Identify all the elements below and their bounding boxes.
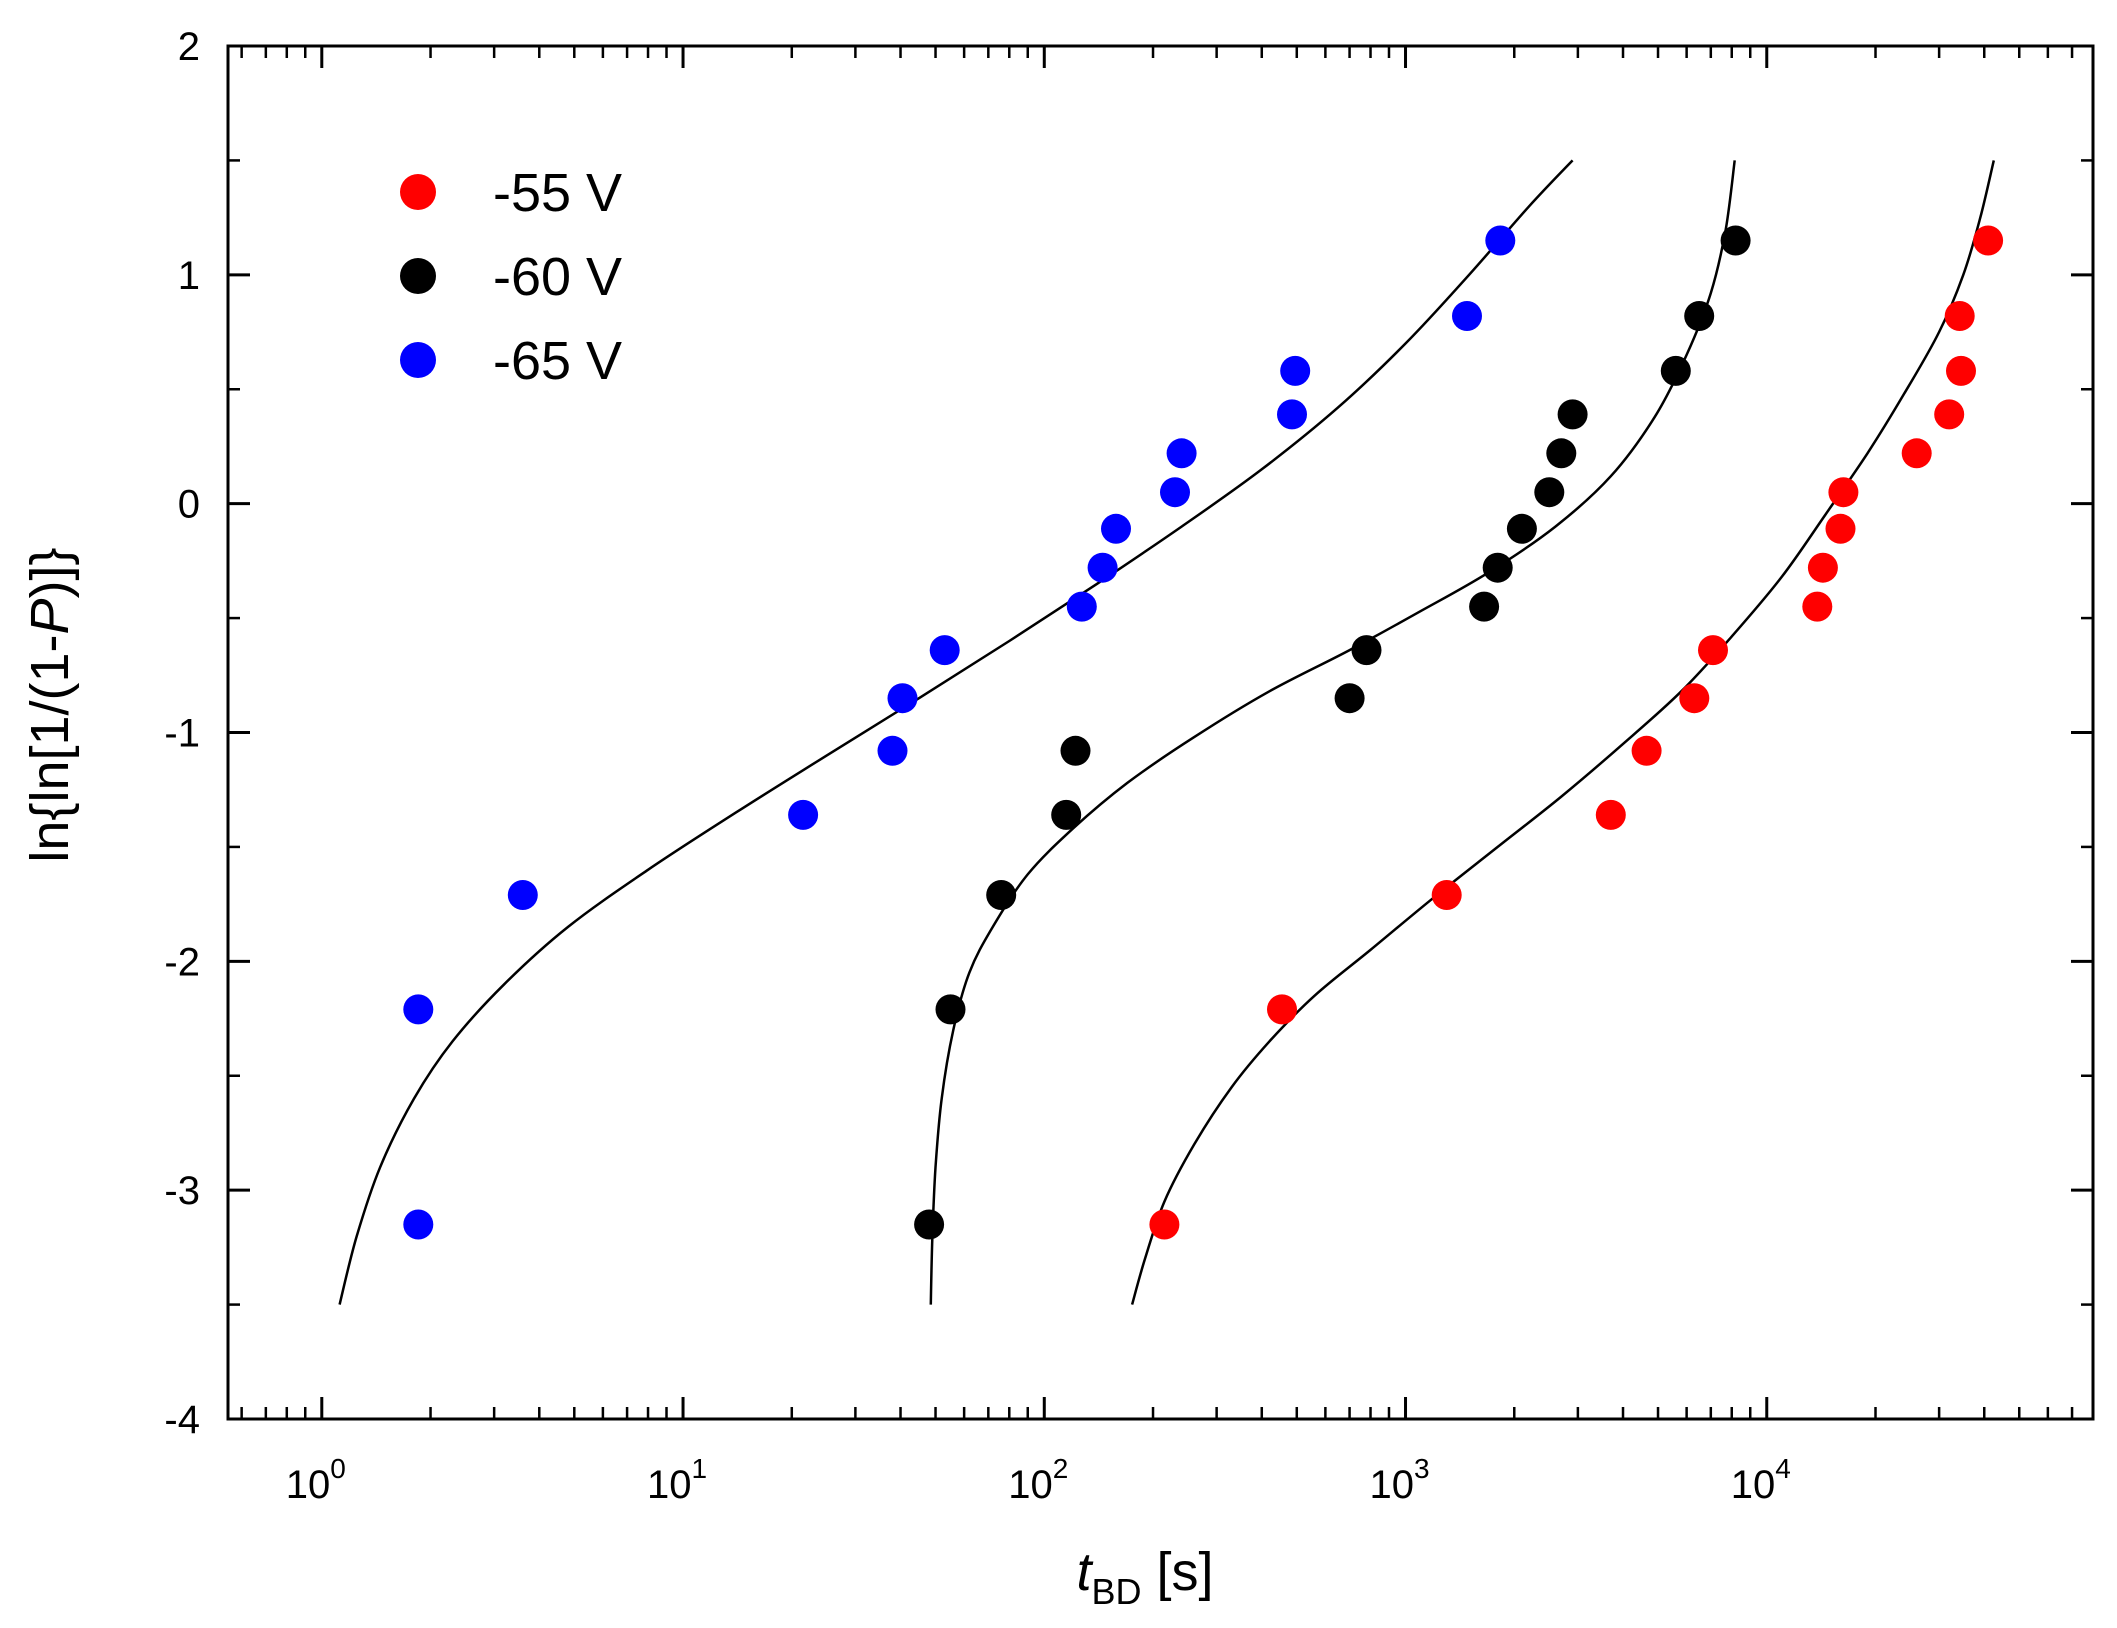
y-tick-label: -3 — [164, 1169, 200, 1213]
data-point — [986, 880, 1017, 910]
data-point — [1506, 513, 1537, 544]
y-tick-label: -4 — [164, 1398, 200, 1442]
data-point — [1825, 513, 1856, 544]
legend: -55 V -60 V -65 V — [400, 163, 622, 391]
data-point — [1660, 355, 1691, 386]
data-point — [1431, 880, 1462, 910]
data-point — [1101, 513, 1131, 544]
data-point — [1277, 399, 1307, 430]
data-point — [1149, 1209, 1180, 1240]
data-point — [403, 1209, 434, 1240]
data-points — [403, 225, 2004, 1240]
data-point — [1534, 477, 1565, 508]
y-tick-label: 0 — [178, 483, 200, 527]
legend-marker — [400, 174, 436, 210]
y-tick-label: 1 — [178, 254, 200, 298]
data-point — [1944, 301, 1975, 331]
x-tick-labels: 100 101 102 103 104 — [286, 1453, 1791, 1507]
y-tick-labels: 2 1 0 -1 -2 -3 -4 — [164, 25, 200, 1442]
data-point — [1684, 301, 1715, 331]
data-point — [1160, 477, 1190, 508]
data-point — [788, 799, 819, 830]
data-point — [935, 994, 966, 1025]
data-point — [1482, 552, 1513, 583]
fit-curve — [1130, 160, 1996, 1305]
data-point — [1901, 438, 1932, 469]
data-point — [877, 735, 908, 766]
x-axis-title: tBD [s] — [1076, 1542, 1213, 1612]
fit-curve — [338, 159, 1574, 1305]
legend-marker — [400, 342, 436, 378]
data-point — [1280, 355, 1311, 386]
data-point — [1469, 591, 1500, 622]
y-axis-title: ln{ln[1/(1-P)]} — [20, 547, 80, 862]
y-tick-label: -2 — [164, 940, 200, 984]
x-tick-label: 100 — [286, 1453, 346, 1507]
data-point — [914, 1209, 945, 1240]
data-point — [1546, 438, 1577, 469]
x-tick-label: 104 — [1731, 1453, 1791, 1507]
data-point — [1267, 994, 1297, 1025]
data-point — [929, 635, 960, 666]
data-point — [1946, 355, 1976, 386]
data-point — [887, 683, 918, 714]
data-point — [1720, 225, 1751, 256]
y-tick-label: -1 — [164, 712, 200, 756]
legend-label: -55 V — [493, 163, 622, 223]
data-point — [1698, 635, 1728, 666]
data-point — [1166, 438, 1197, 469]
y-tick-label: 2 — [178, 25, 200, 69]
data-point — [1351, 635, 1382, 666]
x-tick-label: 103 — [1369, 1453, 1429, 1507]
data-point — [1631, 735, 1662, 766]
data-point — [1679, 683, 1710, 714]
data-point — [403, 994, 434, 1025]
data-point — [507, 880, 538, 910]
data-point — [1051, 799, 1082, 830]
data-point — [1087, 552, 1118, 583]
data-point — [1485, 225, 1516, 256]
data-point — [1595, 799, 1626, 830]
x-tick-label: 102 — [1008, 1453, 1068, 1507]
x-tick-label: 101 — [647, 1453, 707, 1507]
data-point — [1334, 683, 1365, 714]
minor-ticks — [228, 46, 2095, 1419]
data-point — [1802, 591, 1833, 622]
data-point — [1557, 399, 1588, 430]
legend-label: -65 V — [493, 331, 622, 391]
legend-marker — [400, 258, 436, 294]
plot-frame — [226, 44, 2095, 1421]
data-point — [1973, 225, 2004, 256]
data-point — [1066, 591, 1097, 622]
data-point — [1934, 399, 1965, 430]
data-point — [1060, 735, 1091, 766]
data-point — [1828, 477, 1859, 508]
legend-label: -60 V — [493, 247, 622, 307]
data-point — [1807, 552, 1838, 583]
data-point — [1452, 301, 1482, 331]
